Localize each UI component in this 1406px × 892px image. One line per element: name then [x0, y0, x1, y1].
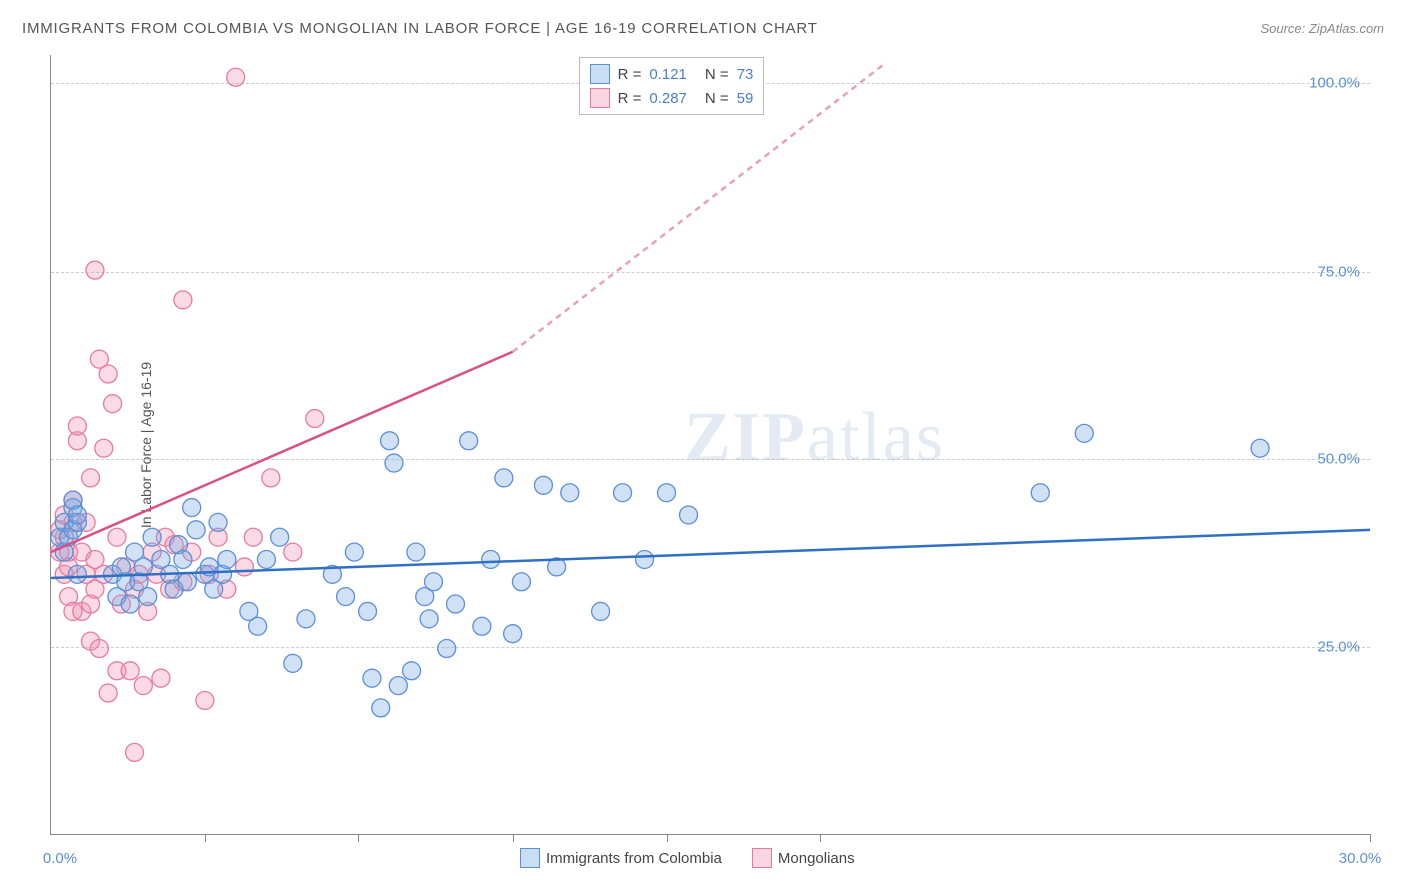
xtick — [820, 834, 821, 842]
r-label: R = — [618, 66, 642, 83]
scatter-svg — [51, 55, 1370, 834]
gridline-75 — [51, 272, 1370, 273]
gridline-50 — [51, 459, 1370, 460]
series-legend: Immigrants from Colombia Mongolians — [520, 848, 855, 868]
n-label: N = — [705, 66, 729, 83]
gridline-25 — [51, 647, 1370, 648]
ytick-25: 25.0% — [1317, 639, 1360, 656]
chart-title: IMMIGRANTS FROM COLOMBIA VS MONGOLIAN IN… — [22, 20, 818, 37]
xtick — [513, 834, 514, 842]
r-value-mongolians: 0.287 — [649, 90, 687, 107]
r-label: R = — [618, 90, 642, 107]
correlation-legend: R = 0.121 N = 73 R = 0.287 N = 59 — [579, 57, 765, 115]
xtick — [1370, 834, 1371, 842]
legend-label-mongolians: Mongolians — [778, 850, 855, 867]
swatch-mongolians — [752, 848, 772, 868]
xtick-label-30: 30.0% — [1339, 850, 1382, 867]
legend-item-colombia: Immigrants from Colombia — [520, 848, 722, 868]
legend-label-colombia: Immigrants from Colombia — [546, 850, 722, 867]
watermark-zip: ZIP — [684, 399, 807, 476]
ytick-75: 75.0% — [1317, 263, 1360, 280]
watermark: ZIPatlas — [684, 398, 945, 478]
legend-item-mongolians: Mongolians — [752, 848, 855, 868]
n-value-mongolians: 59 — [737, 90, 754, 107]
xtick — [205, 834, 206, 842]
ytick-50: 50.0% — [1317, 451, 1360, 468]
source-label: Source: ZipAtlas.com — [1260, 21, 1384, 36]
n-label: N = — [705, 90, 729, 107]
xtick — [667, 834, 668, 842]
watermark-atlas: atlas — [807, 399, 945, 476]
swatch-colombia — [590, 64, 610, 84]
legend-row-colombia: R = 0.121 N = 73 — [590, 62, 754, 86]
y-axis-label: In Labor Force | Age 16-19 — [138, 361, 154, 527]
r-value-colombia: 0.121 — [649, 66, 687, 83]
xtick-label-0: 0.0% — [43, 850, 77, 867]
ytick-100: 100.0% — [1309, 75, 1360, 92]
n-value-colombia: 73 — [737, 66, 754, 83]
xtick — [358, 834, 359, 842]
swatch-colombia — [520, 848, 540, 868]
swatch-mongolians — [590, 88, 610, 108]
plot-area: In Labor Force | Age 16-19 100.0% 75.0% … — [50, 55, 1370, 835]
legend-row-mongolians: R = 0.287 N = 59 — [590, 86, 754, 110]
